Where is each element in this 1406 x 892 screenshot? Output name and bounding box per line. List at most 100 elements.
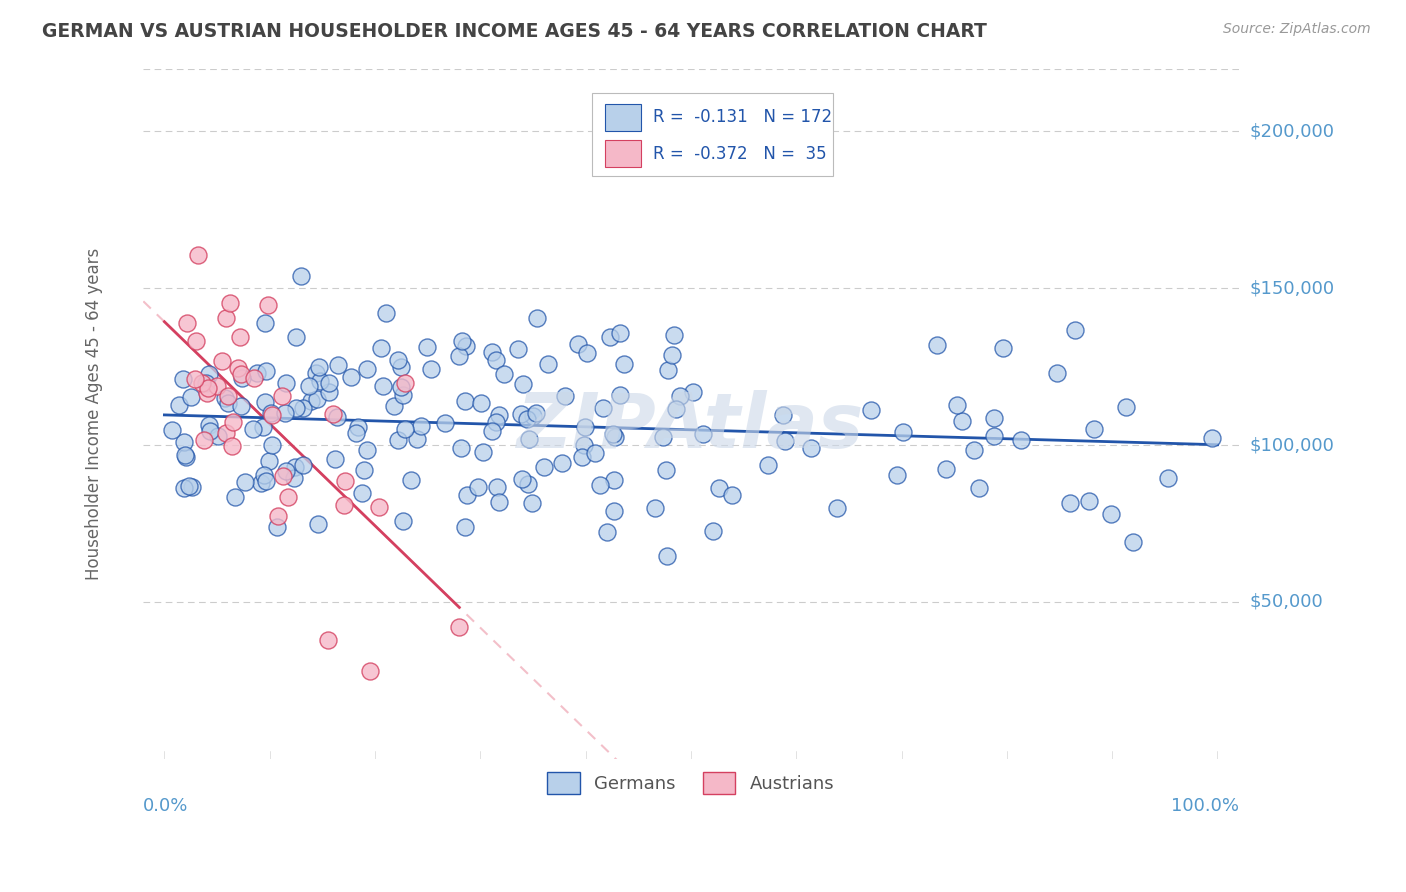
Point	[516, 411, 538, 425]
Point	[945, 398, 967, 412]
Text: R =  -0.372   N =  35: R = -0.372 N = 35	[652, 145, 827, 163]
Point	[756, 458, 779, 472]
FancyBboxPatch shape	[605, 103, 641, 131]
Point	[925, 338, 948, 352]
Point	[603, 473, 626, 487]
Point	[228, 330, 250, 344]
Point	[651, 430, 673, 444]
Point	[271, 389, 294, 403]
Point	[963, 442, 986, 457]
Point	[721, 488, 744, 502]
Point	[257, 454, 280, 468]
FancyBboxPatch shape	[605, 140, 641, 168]
Point	[389, 360, 412, 375]
Point	[266, 519, 288, 533]
Point	[1122, 535, 1144, 549]
Point	[394, 376, 416, 390]
Point	[613, 357, 636, 371]
Point	[180, 391, 202, 405]
Point	[554, 389, 576, 403]
Point	[935, 462, 957, 476]
Point	[382, 399, 405, 413]
Point	[891, 425, 914, 439]
Point	[551, 456, 574, 470]
Point	[260, 408, 283, 422]
Point	[215, 425, 238, 440]
Point	[773, 434, 796, 448]
Point	[644, 501, 666, 516]
Point	[454, 393, 477, 408]
Point	[195, 376, 218, 391]
Text: Householder Income Ages 45 - 64 years: Householder Income Ages 45 - 64 years	[84, 247, 103, 580]
Point	[374, 306, 396, 320]
Point	[347, 420, 370, 434]
Point	[1099, 508, 1122, 522]
Point	[181, 480, 204, 494]
Point	[162, 423, 184, 437]
Point	[284, 401, 307, 415]
Point	[574, 420, 596, 434]
Point	[277, 490, 299, 504]
Point	[197, 418, 219, 433]
Point	[322, 407, 344, 421]
Point	[506, 343, 529, 357]
Point	[517, 432, 540, 446]
Point	[292, 401, 315, 415]
Point	[609, 388, 631, 402]
Point	[276, 464, 298, 478]
Point	[353, 463, 375, 477]
Point	[603, 430, 626, 444]
Point	[305, 392, 328, 406]
Point	[186, 334, 208, 349]
Point	[537, 357, 560, 371]
Point	[370, 341, 392, 355]
Point	[246, 366, 269, 380]
Point	[416, 340, 439, 354]
Point	[1083, 422, 1105, 436]
Point	[451, 334, 474, 349]
Point	[253, 467, 276, 482]
Point	[654, 463, 676, 477]
Text: Source: ZipAtlas.com: Source: ZipAtlas.com	[1223, 22, 1371, 37]
Point	[283, 471, 305, 485]
Text: $200,000: $200,000	[1250, 122, 1334, 140]
Point	[526, 310, 548, 325]
Point	[387, 433, 409, 447]
Point	[256, 298, 278, 312]
Point	[176, 316, 198, 330]
Point	[574, 438, 596, 452]
Point	[485, 353, 508, 368]
Point	[1010, 433, 1032, 447]
Point	[800, 441, 823, 455]
Point	[219, 296, 242, 310]
Point	[271, 468, 294, 483]
Point	[318, 376, 340, 391]
Point	[399, 473, 422, 487]
Point	[284, 460, 307, 475]
Point	[356, 362, 378, 376]
Point	[394, 422, 416, 436]
Point	[172, 371, 194, 385]
Point	[454, 519, 477, 533]
Point	[596, 525, 619, 540]
Point	[290, 268, 312, 283]
Point	[950, 414, 973, 428]
Point	[657, 549, 679, 563]
Point	[588, 478, 610, 492]
Point	[299, 394, 322, 409]
Point	[224, 491, 246, 505]
Point	[520, 496, 543, 510]
Point	[368, 500, 391, 515]
Legend: Germans, Austrians: Germans, Austrians	[540, 765, 842, 802]
Point	[571, 450, 593, 465]
Point	[517, 476, 540, 491]
Point	[231, 371, 253, 385]
Point	[609, 326, 631, 340]
Point	[233, 475, 256, 490]
Point	[254, 474, 277, 488]
Point	[211, 354, 233, 368]
Point	[274, 376, 297, 390]
Point	[485, 415, 508, 429]
Point	[242, 422, 264, 436]
Point	[205, 379, 228, 393]
